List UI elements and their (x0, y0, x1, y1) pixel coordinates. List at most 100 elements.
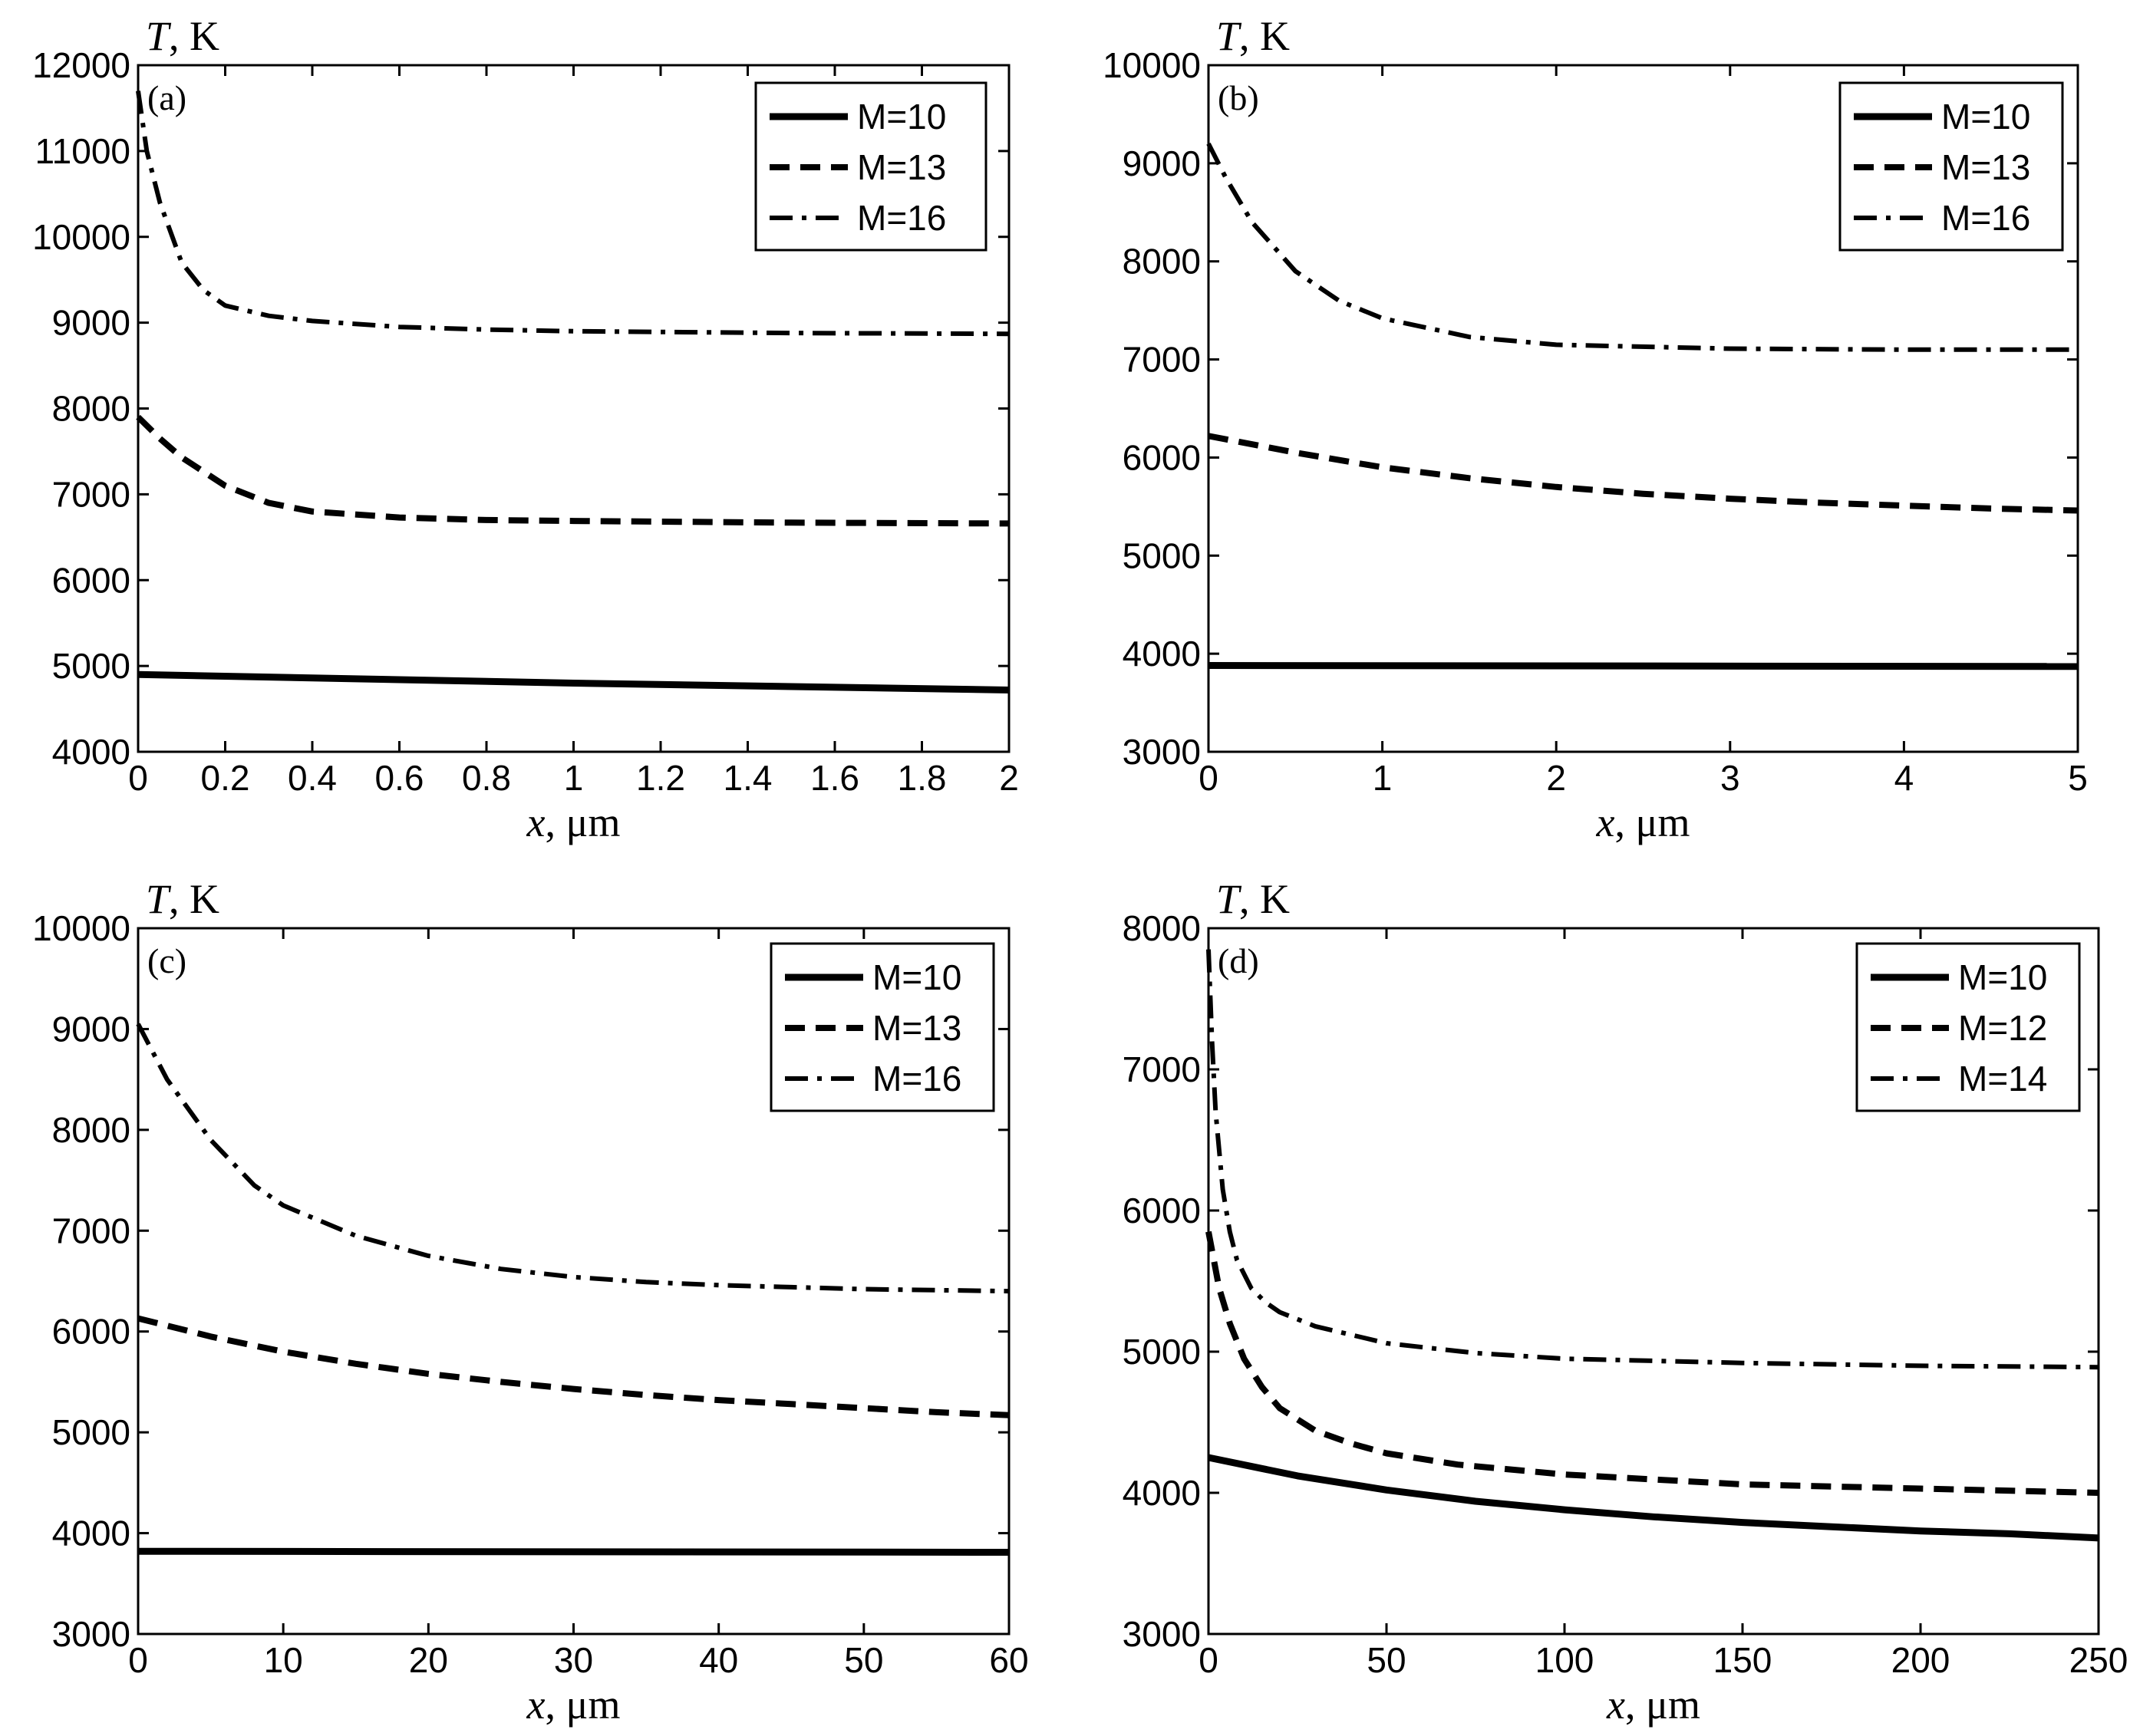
x-tick-label: 1.6 (810, 758, 859, 798)
series-line-m-14 (1206, 949, 2099, 1370)
y-tick-label: 7000 (1123, 1049, 1201, 1089)
y-tick-label: 8000 (1123, 908, 1201, 948)
series-line-m-10 (137, 670, 1010, 693)
y-tick-label: 9000 (1123, 143, 1201, 183)
legend-box (754, 81, 988, 252)
y-tick-label: 5000 (1123, 535, 1201, 575)
y-tick-label: 5000 (52, 1412, 130, 1452)
y-tick-label: 5000 (1123, 1332, 1201, 1372)
series-line-m-16 (136, 1023, 1010, 1294)
y-tick-label: 6000 (1123, 1191, 1201, 1230)
series-line-m-13 (136, 414, 1010, 527)
panel-b: 0 1 2 3 4 5 3000 4000 5000 6000 7000 8000 9000 10000 T… (1103, 13, 2088, 845)
x-tick-label: 1.2 (636, 758, 685, 798)
y-tick-label: 12000 (32, 45, 130, 85)
x-tick-label: 1 (564, 758, 584, 798)
x-tick-label: 40 (699, 1640, 738, 1680)
series-line-m-10 (137, 1547, 1010, 1556)
x-tick-label: 2 (1546, 758, 1566, 798)
panel-tag: (c) (147, 941, 186, 980)
series-line-m-16 (136, 91, 1010, 337)
x-tick-label: 50 (844, 1640, 883, 1680)
y-tick-label: 3000 (1123, 732, 1201, 772)
x-tick-label: 250 (2069, 1640, 2128, 1680)
x-axis-label: x, μm (526, 799, 621, 845)
legend-entry: M=13 (872, 1008, 961, 1048)
y-tick-label: 8000 (52, 1110, 130, 1150)
y-tick-label: 9000 (52, 303, 130, 343)
series-line-m-10 (1208, 1454, 2099, 1542)
legend-entry: M=13 (1941, 147, 2030, 187)
panel-tag: (d) (1218, 941, 1259, 980)
x-tick-label: 0 (1199, 758, 1218, 798)
y-tick-label: 5000 (52, 646, 130, 686)
x-tick-label: 100 (1535, 1640, 1594, 1680)
series-line-m-16 (1206, 142, 2078, 352)
x-tick-label: 5 (2068, 758, 2088, 798)
x-tick-label: 50 (1367, 1640, 1406, 1680)
y-tick-label: 7000 (1123, 340, 1201, 380)
y-axis-label: T, K (1216, 876, 1290, 922)
legend-entry: M=10 (1941, 97, 2030, 137)
legend-entry: M=10 (857, 97, 946, 137)
x-tick-label: 0 (1199, 1640, 1218, 1680)
x-tick-label: 3 (1720, 758, 1740, 798)
x-tick-label: 1 (1373, 758, 1393, 798)
panel-tag: (a) (147, 78, 186, 117)
y-tick-label: 11000 (35, 131, 130, 171)
y-axis-label: T, K (146, 13, 219, 59)
x-axis-label: x, μm (1606, 1682, 1700, 1728)
y-tick-label: 6000 (1123, 437, 1201, 477)
y-tick-label: 10000 (1103, 45, 1201, 85)
x-tick-label: 1.8 (898, 758, 947, 798)
x-tick-label: 0.6 (375, 758, 424, 798)
x-axis-label: x, μm (1596, 799, 1690, 845)
legend-entry: M=13 (857, 147, 946, 187)
y-tick-label: 4000 (1123, 1473, 1201, 1513)
x-tick-label: 4 (1894, 758, 1914, 798)
x-tick-label: 0.8 (462, 758, 511, 798)
x-tick-label: 30 (554, 1640, 593, 1680)
panel-tag: (b) (1218, 78, 1259, 117)
y-tick-label: 7000 (52, 1211, 130, 1250)
legend-box (770, 942, 995, 1112)
panel-a: 0 0.2 0.4 0.6 0.8 1 1.2 1.4 1.6 1.8 2 4000 5000 6000 7… (32, 13, 1019, 845)
legend-box (1838, 81, 2064, 252)
legend-entry: M=16 (857, 198, 946, 238)
series-line-m-13 (137, 1315, 1010, 1418)
x-tick-label: 10 (264, 1640, 303, 1680)
y-tick-label: 8000 (1123, 242, 1201, 282)
y-axis-label: T, K (1216, 13, 1290, 59)
series-line-m-12 (1205, 1230, 2099, 1496)
y-tick-label: 4000 (52, 732, 130, 772)
y-tick-label: 3000 (1123, 1614, 1201, 1654)
x-tick-label: 1.4 (724, 758, 773, 798)
panel-c: 0 10 20 30 40 50 60 3000 4000 5000 6000 7000 8000 900… (32, 876, 1029, 1728)
plot-frame (1207, 64, 2079, 753)
legend-entry: M=14 (1958, 1059, 2047, 1099)
y-axis-label: T, K (146, 876, 219, 922)
legend-entry: M=12 (1958, 1008, 2047, 1048)
y-tick-label: 7000 (52, 474, 130, 514)
legend-entry: M=10 (872, 957, 961, 997)
y-tick-label: 10000 (32, 217, 130, 257)
series-line-m-10 (1208, 662, 2079, 670)
panel-d: 0 50 100 150 200 250 3000 4000 5000 6000 7000 8000 T… (1123, 876, 2128, 1728)
y-tick-label: 6000 (52, 1312, 130, 1352)
y-tick-label: 6000 (52, 560, 130, 600)
x-tick-label: 200 (1891, 1640, 1950, 1680)
legend-entry: M=16 (1941, 198, 2030, 238)
legend-box (1855, 942, 2081, 1112)
legend-entry: M=10 (1958, 957, 2047, 997)
x-tick-label: 60 (989, 1640, 1028, 1680)
x-tick-label: 0 (128, 758, 148, 798)
y-tick-label: 4000 (1123, 634, 1201, 674)
y-tick-label: 9000 (52, 1009, 130, 1049)
legend-entry: M=16 (872, 1059, 961, 1099)
x-tick-label: 20 (409, 1640, 448, 1680)
x-tick-label: 0.2 (201, 758, 250, 798)
y-tick-label: 8000 (52, 389, 130, 429)
plot-frame (1207, 927, 2100, 1636)
y-tick-label: 4000 (52, 1514, 130, 1553)
